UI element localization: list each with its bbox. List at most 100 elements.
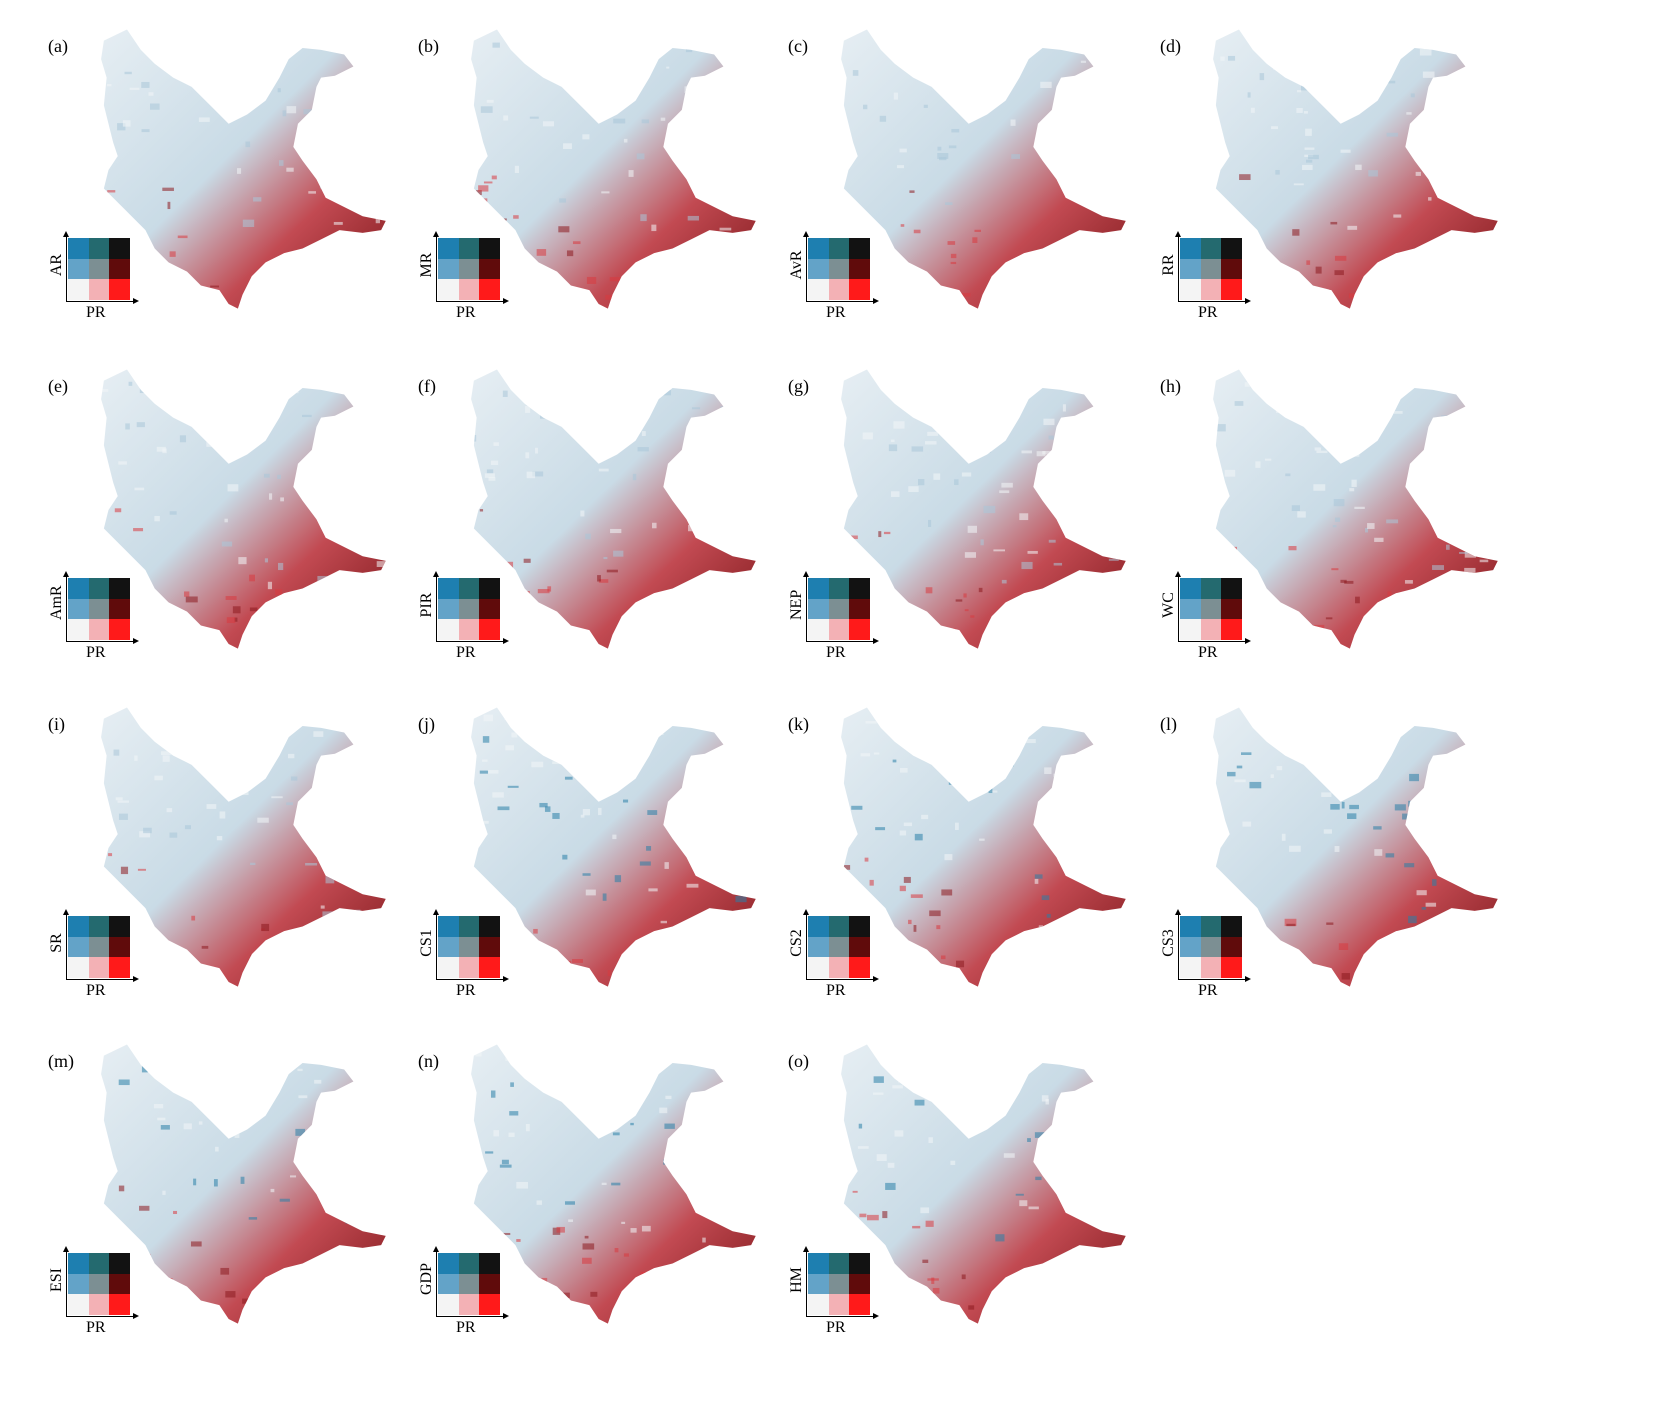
map-texture-patch (354, 909, 361, 914)
map-texture-patch (983, 505, 996, 514)
map-texture-patch (657, 731, 664, 735)
map-texture-patch (1043, 943, 1054, 950)
map-texture-patch (286, 802, 294, 806)
map-texture-patch (345, 1219, 354, 1222)
map-texture-patch (652, 522, 657, 529)
legend-color-grid (438, 916, 500, 978)
region-map (841, 29, 1126, 309)
map-texture-patch (355, 245, 366, 253)
legend-cell (479, 1273, 500, 1295)
map-texture-patch (184, 825, 191, 830)
map-texture-patch (486, 469, 494, 474)
map-texture-patch (207, 771, 218, 774)
map-texture-patch (179, 435, 187, 443)
legend-y-axis (803, 571, 809, 642)
legend-cell (479, 578, 500, 599)
map-texture-patch (1058, 955, 1071, 960)
map-texture-patch (471, 1228, 481, 1233)
legend-cell (828, 936, 850, 958)
map-texture-patch (985, 389, 992, 394)
legend-cell (68, 238, 89, 259)
map-texture-patch (1013, 954, 1022, 962)
map-texture-patch (1035, 1176, 1042, 1181)
map-texture-patch (892, 759, 897, 763)
map-texture-patch (1075, 93, 1081, 101)
map-texture-patch (490, 897, 496, 904)
map-texture-patch (224, 518, 228, 523)
map-texture-patch (1046, 914, 1051, 918)
map-texture-patch (710, 275, 719, 279)
map-texture-patch (689, 431, 698, 437)
legend-x-label: PR (456, 304, 476, 321)
map-texture-patch (1419, 498, 1431, 506)
map-texture-patch (1029, 613, 1040, 618)
legend-x-label: PR (826, 1319, 846, 1336)
map-texture-patch (910, 39, 917, 47)
map-texture-patch (1387, 644, 1399, 649)
map-texture-patch (1281, 45, 1292, 52)
map-texture-patch (1089, 1251, 1098, 1255)
map-texture-patch (722, 1086, 726, 1091)
map-texture-patch (1072, 1248, 1078, 1255)
legend-cell (68, 1253, 89, 1274)
map-texture-patch (507, 785, 519, 788)
map-texture-patch (1333, 499, 1345, 507)
map-panel-6: (f) PIR PR (370, 340, 770, 690)
map-panel-2: (b) MR PR (370, 0, 770, 350)
legend-cell (849, 957, 870, 978)
map-texture-patch (336, 1151, 345, 1155)
map-texture-patch (193, 1178, 197, 1186)
map-texture-patch (720, 406, 732, 412)
map-texture-patch (650, 619, 657, 624)
map-texture-patch (225, 596, 237, 600)
map-texture-patch (1314, 624, 1325, 630)
legend-x-label: PR (456, 644, 476, 661)
map-texture-patch (707, 1137, 717, 1143)
legend-cell (1200, 916, 1222, 937)
map-texture-patch (1447, 939, 1455, 945)
map-texture-patch (1043, 942, 1052, 946)
map-texture-patch (1264, 39, 1269, 45)
map-texture-patch (963, 593, 967, 598)
legend-cell (808, 936, 829, 958)
map-texture-patch (1475, 730, 1483, 735)
map-texture-patch (1049, 1319, 1053, 1324)
panel-label: (h) (1160, 376, 1181, 396)
map-texture-patch (631, 721, 642, 727)
map-texture-patch (1348, 293, 1355, 299)
legend-cell (109, 258, 130, 280)
map-texture-patch (219, 811, 226, 819)
map-texture-patch (479, 198, 488, 204)
map-texture-patch (1285, 473, 1291, 477)
legend-cell (1221, 238, 1242, 259)
region-map (841, 707, 1126, 987)
map-texture-patch (590, 1291, 598, 1297)
legend-cell (849, 936, 870, 958)
map-texture-patch (345, 1217, 352, 1224)
map-texture-patch (967, 525, 978, 533)
map-texture-patch (1419, 48, 1432, 56)
map-texture-patch (932, 1287, 940, 1294)
map-texture-patch (289, 1175, 297, 1178)
legend-cell (458, 279, 480, 300)
map-texture-patch (525, 1123, 530, 1132)
map-texture-patch (730, 812, 735, 815)
map-texture-patch (317, 302, 322, 309)
legend-y-label: MR (418, 252, 435, 278)
map-texture-patch (310, 804, 323, 812)
map-texture-patch (1309, 979, 1320, 985)
map-texture-patch (859, 1213, 867, 1218)
map-texture-patch (1473, 451, 1484, 455)
map-texture-patch (1080, 60, 1086, 63)
map-texture-patch (1385, 853, 1395, 858)
map-texture-patch (1011, 395, 1019, 398)
map-texture-patch (343, 948, 353, 951)
map-texture-patch (162, 187, 174, 191)
legend-color-grid (1180, 238, 1242, 300)
legend-cell (828, 279, 850, 300)
legend-cell (88, 957, 110, 978)
map-texture-patch (948, 781, 958, 785)
map-texture-patch (134, 487, 145, 491)
map-texture-patch (1445, 452, 1453, 458)
legend-y-label: CS3 (1160, 929, 1177, 957)
